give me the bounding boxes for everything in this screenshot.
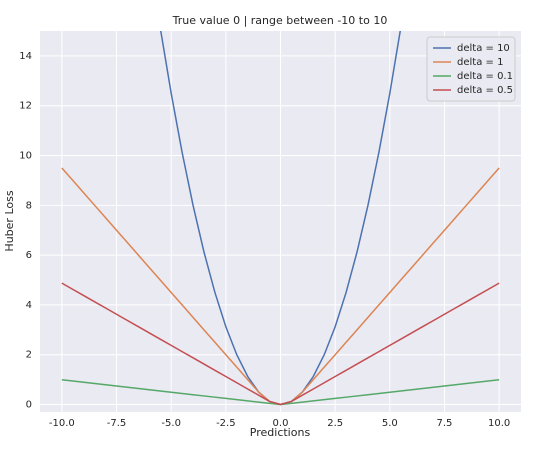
legend-label: delta = 0.1 bbox=[457, 71, 513, 82]
y-tick-label: 12 bbox=[19, 101, 32, 112]
y-tick-label: 8 bbox=[26, 200, 32, 211]
x-axis-label: Predictions bbox=[250, 426, 311, 439]
x-tick-label: 2.5 bbox=[327, 418, 343, 429]
x-tick-label: 10.0 bbox=[488, 418, 510, 429]
legend-label: delta = 0.5 bbox=[457, 85, 513, 96]
x-tick-label: -5.0 bbox=[161, 418, 181, 429]
y-tick-label: 14 bbox=[19, 51, 32, 62]
x-tick-label: 7.5 bbox=[437, 418, 453, 429]
x-tick-label: -10.0 bbox=[49, 418, 75, 429]
lines bbox=[61, 31, 500, 406]
y-tick-label: 2 bbox=[26, 350, 32, 361]
y-tick-label: 6 bbox=[26, 250, 32, 261]
chart-title: True value 0 | range between -10 to 10 bbox=[172, 14, 388, 27]
legend-label: delta = 1 bbox=[457, 57, 503, 68]
legend-box bbox=[426, 36, 516, 102]
y-tick-label: 4 bbox=[26, 300, 32, 311]
x-tick-label: -2.5 bbox=[216, 418, 236, 429]
x-tick-label: -7.5 bbox=[107, 418, 127, 429]
y-tick-label: 0 bbox=[26, 400, 32, 411]
legend-label: delta = 10 bbox=[457, 43, 510, 54]
y-axis-label: Huber Loss bbox=[3, 190, 16, 251]
y-tick-label: 10 bbox=[19, 151, 32, 162]
line-series bbox=[61, 282, 500, 406]
x-tick-label: 5.0 bbox=[382, 418, 398, 429]
x-tick-label: 0.0 bbox=[273, 418, 289, 429]
